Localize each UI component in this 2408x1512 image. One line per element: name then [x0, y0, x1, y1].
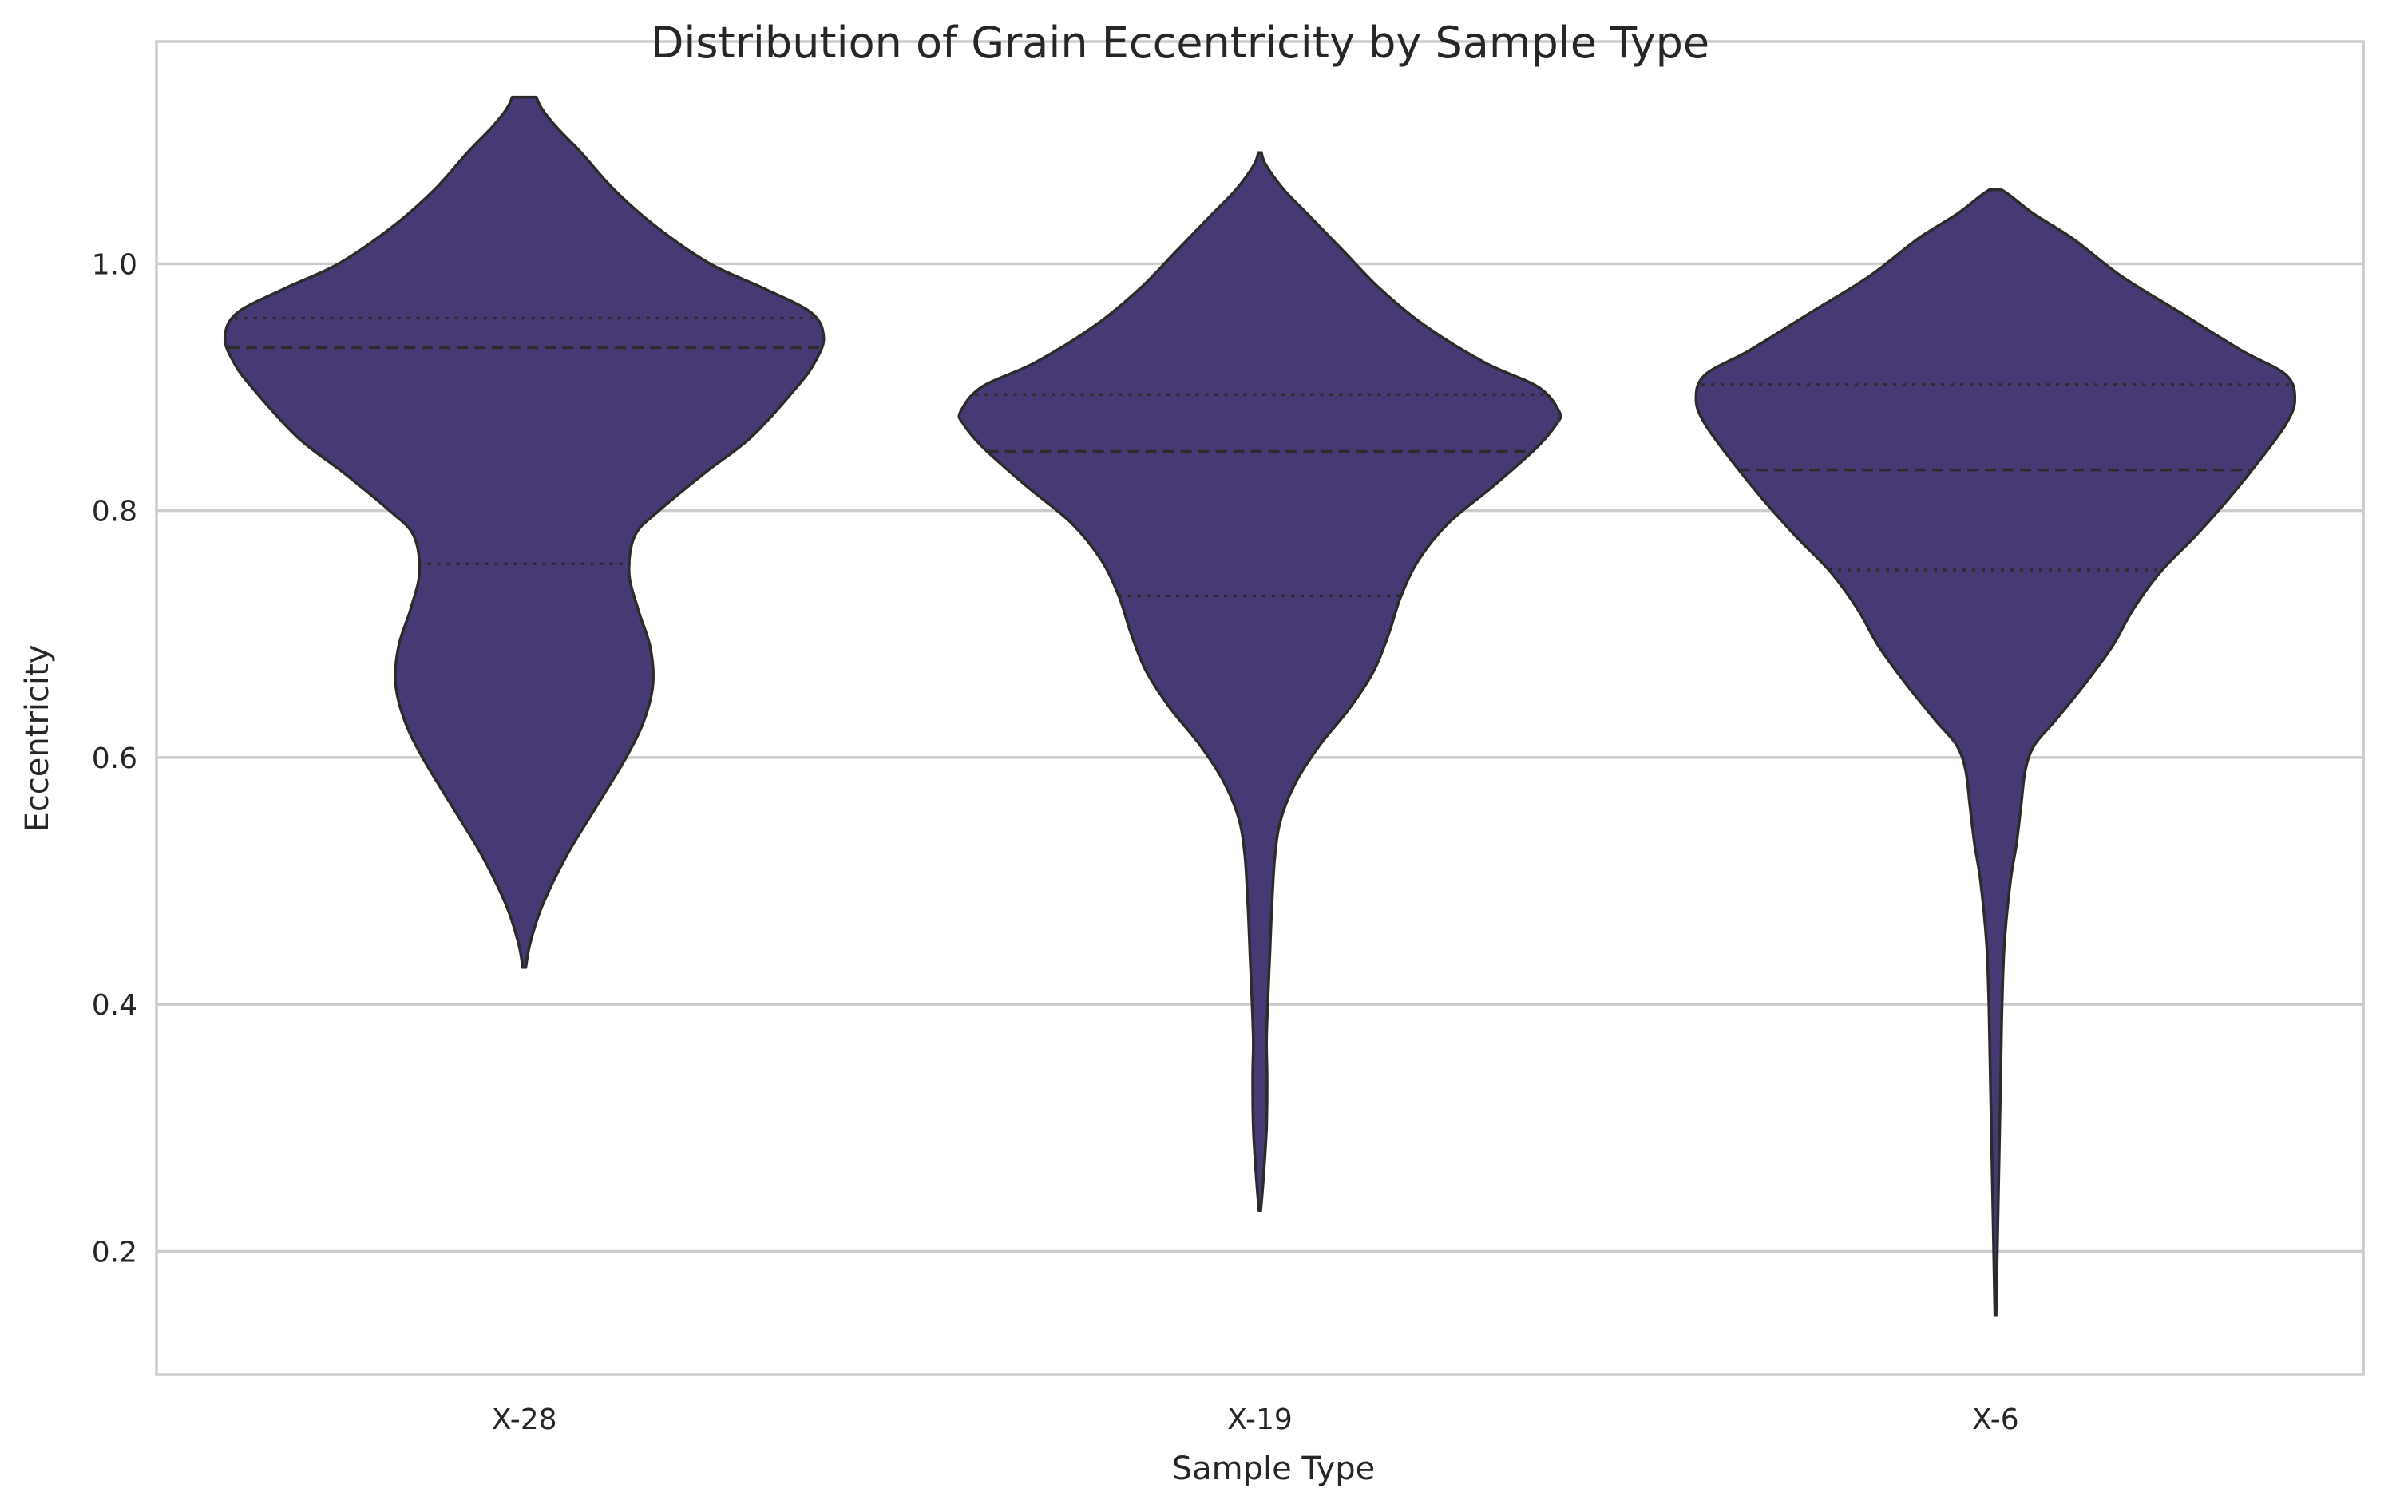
chart-title: Distribution of Grain Eccentricity by Sa…: [651, 18, 1709, 68]
x-tick-label: X-6: [1972, 1403, 2019, 1436]
y-axis-label: Eccentricity: [19, 645, 56, 833]
plot-frame: [155, 40, 2365, 1376]
y-tick-label: 0.4: [92, 989, 137, 1022]
y-tick-label: 1.0: [92, 248, 137, 281]
violin-x-28: [223, 95, 826, 969]
x-tick-label: X-28: [492, 1403, 557, 1436]
violin-x-19: [957, 151, 1562, 1213]
y-tick-labels: 0.2 0.4 0.6 0.8 1.0: [92, 248, 137, 1269]
x-tick-label: X-19: [1227, 1403, 1293, 1436]
x-tick-labels: X-28 X-19 X-6: [492, 1403, 2019, 1436]
y-tick-label: 0.8: [92, 496, 137, 528]
y-tick-label: 0.6: [92, 742, 137, 775]
x-axis-label: Sample Type: [1172, 1451, 1376, 1487]
violins: [223, 95, 2297, 1317]
y-tick-label: 0.2: [92, 1236, 137, 1269]
